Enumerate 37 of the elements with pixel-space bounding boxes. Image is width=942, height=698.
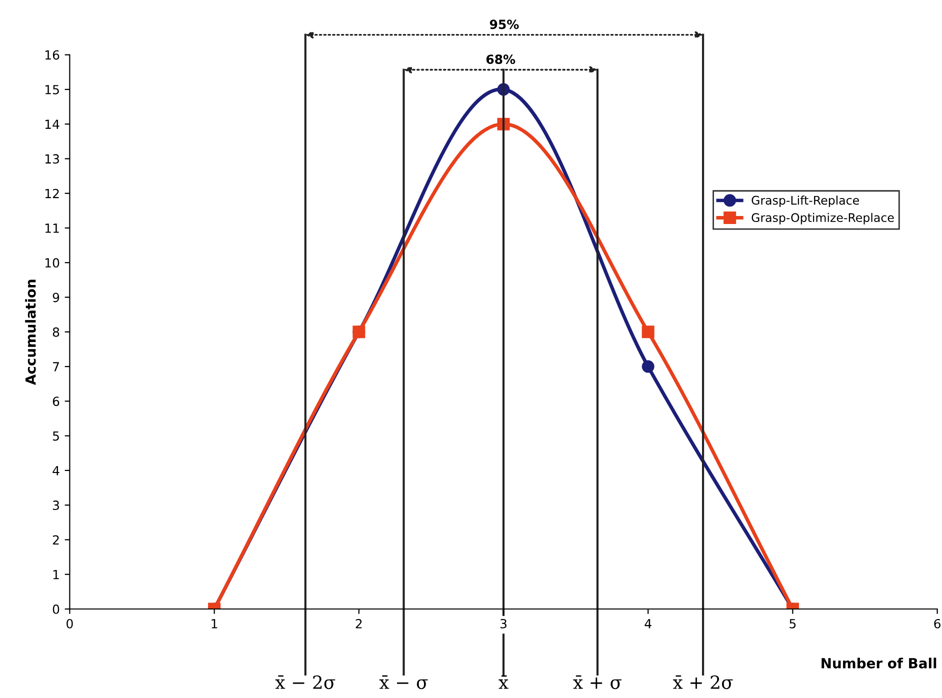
y-tick-label: 16 [45,50,60,60]
y-tick-label: 1 [53,570,59,580]
text: 95% [490,20,519,30]
point [642,360,654,373]
y-tick-label: 0 [52,604,60,614]
y-tick-label: 13 [45,154,59,164]
legend-label: Grasp-Lift-Replace [752,196,859,208]
ref-line-label: x̄ [498,675,508,689]
y-axis-title: Accumulation [25,280,36,386]
y-tick-label: 14 [45,120,60,129]
y-tick-label: 11 [45,224,59,233]
ref-line-label: x̄ − σ [379,675,428,690]
y-tick-label: 5 [52,431,59,441]
y-tick-label: 4 [52,466,60,476]
y-tick-label: 3 [52,500,59,510]
ref-line-label: x̄ + 2σ [672,675,733,690]
x-tick-label: 6 [934,618,940,628]
x-tick-label: 0 [66,618,73,628]
x-axis-title: Number of Ball [822,658,936,668]
y-tick-label: 10 [45,258,60,268]
x-tick-label: 4 [644,619,652,628]
x-tick-label: 2 [356,618,362,628]
y-tick-label: 6 [52,396,60,406]
y-tick-label: 2 [52,535,59,544]
ref-line-label: x̄ + σ [573,675,622,690]
y-tick-label: 12 [45,188,59,198]
y-tick-label: 15 [45,85,59,94]
ref-line-label: x̄ − 2σ [275,675,336,690]
y-tick-label: 9 [52,292,60,302]
legend-label: Grasp-Optimize-Replace [752,212,894,224]
x-tick-label: 5 [790,619,796,628]
annotation: 68% [486,54,516,64]
y-tick-label: 8 [52,327,60,337]
x-tick-label: 1 [212,619,218,628]
x-tick-label: 3 [500,618,506,628]
y-tick-label: 7 [53,362,59,372]
point [642,326,654,338]
